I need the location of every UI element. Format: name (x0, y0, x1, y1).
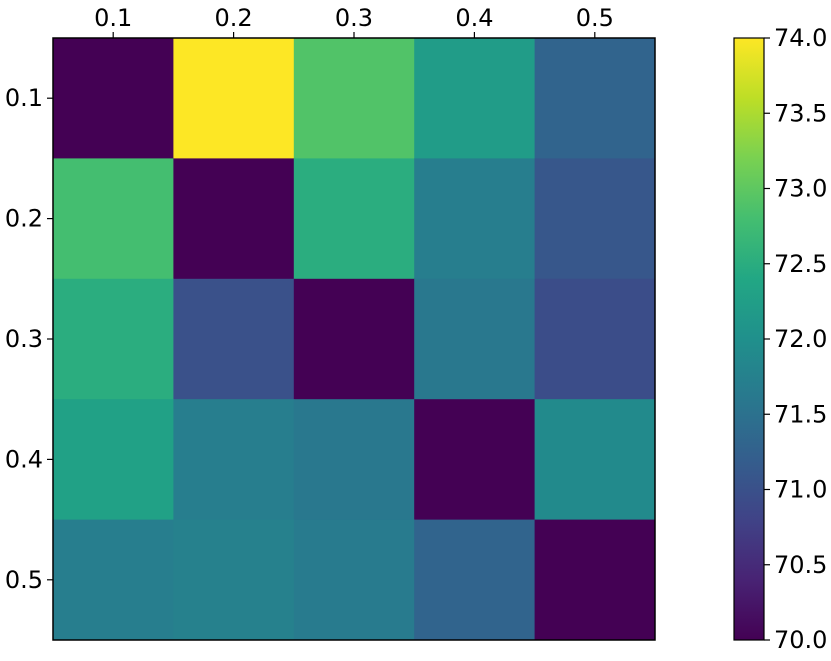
colorbar-tick-label: 72.5 (774, 250, 827, 278)
x-tick-label: 0.4 (455, 4, 493, 32)
heatmap-cell-r4-c3 (293, 399, 415, 521)
x-tick-label: 0.2 (215, 4, 253, 32)
heatmap-cell-r1-c1 (53, 38, 174, 159)
colorbar-tick-label: 74.0 (774, 24, 827, 52)
colorbar (733, 37, 765, 641)
y-tick-label: 0.2 (5, 205, 43, 233)
heatmap-cell-r2-c5 (534, 158, 656, 280)
heatmap-cell-r2-c2 (173, 158, 295, 280)
heatmap-cell-r4-c4 (414, 399, 536, 521)
heatmap-cell-r4-c1 (53, 399, 174, 521)
x-tick-label: 0.3 (335, 4, 373, 32)
heatmap-cell-r1-c4 (414, 38, 536, 159)
heatmap-cell-r5-c2 (173, 519, 295, 641)
y-axis-ticks: 0.1 0.2 0.3 0.4 0.5 (5, 84, 53, 594)
heatmap-cell-r3-c1 (53, 278, 174, 400)
heatmap-cell-r3-c5 (534, 278, 656, 400)
heatmap-cell-r3-c3 (293, 278, 415, 400)
heatmap-cell-r3-c2 (173, 278, 295, 400)
heatmap-cell-r5-c4 (414, 519, 536, 641)
heatmap-cell-r5-c1 (53, 519, 174, 641)
heatmap-cell-r5-c5 (534, 519, 656, 641)
y-tick-label: 0.3 (5, 325, 43, 353)
y-tick-label: 0.5 (5, 566, 43, 594)
heatmap-cell-r2-c1 (53, 158, 174, 280)
x-axis-ticks: 0.1 0.2 0.3 0.4 0.5 (94, 4, 614, 38)
colorbar-tick-label: 72.0 (774, 325, 827, 353)
heatmap-cells (53, 38, 656, 641)
colorbar-tick-label: 73.5 (774, 99, 827, 127)
heatmap-cell-r1-c3 (293, 38, 415, 159)
y-tick-label: 0.4 (5, 445, 43, 473)
colorbar-ticks: 70.0 70.5 71.0 71.5 72.0 72.5 73.0 73.5 74.0 (764, 24, 827, 654)
colorbar-tick-label: 70.0 (774, 626, 827, 654)
heatmap-cell-r1-c5 (534, 38, 656, 159)
x-tick-label: 0.1 (94, 4, 132, 32)
heatmap-cell-r2-c4 (414, 158, 536, 280)
colorbar-tick-label: 71.5 (774, 400, 827, 428)
heatmap-cell-r4-c5 (534, 399, 656, 521)
x-tick-label: 0.5 (576, 4, 614, 32)
heatmap-cell-r2-c3 (293, 158, 415, 280)
colorbar-tick-label: 71.0 (774, 476, 827, 504)
heatmap-cell-r5-c3 (293, 519, 415, 641)
colorbar-tick-label: 73.0 (774, 175, 827, 203)
colorbar-tick-label: 70.5 (774, 551, 827, 579)
heatmap-cell-r3-c4 (414, 278, 536, 400)
heatmap-cell-r1-c2 (173, 38, 295, 159)
heatmap-cell-r4-c2 (173, 399, 295, 521)
y-tick-label: 0.1 (5, 84, 43, 112)
